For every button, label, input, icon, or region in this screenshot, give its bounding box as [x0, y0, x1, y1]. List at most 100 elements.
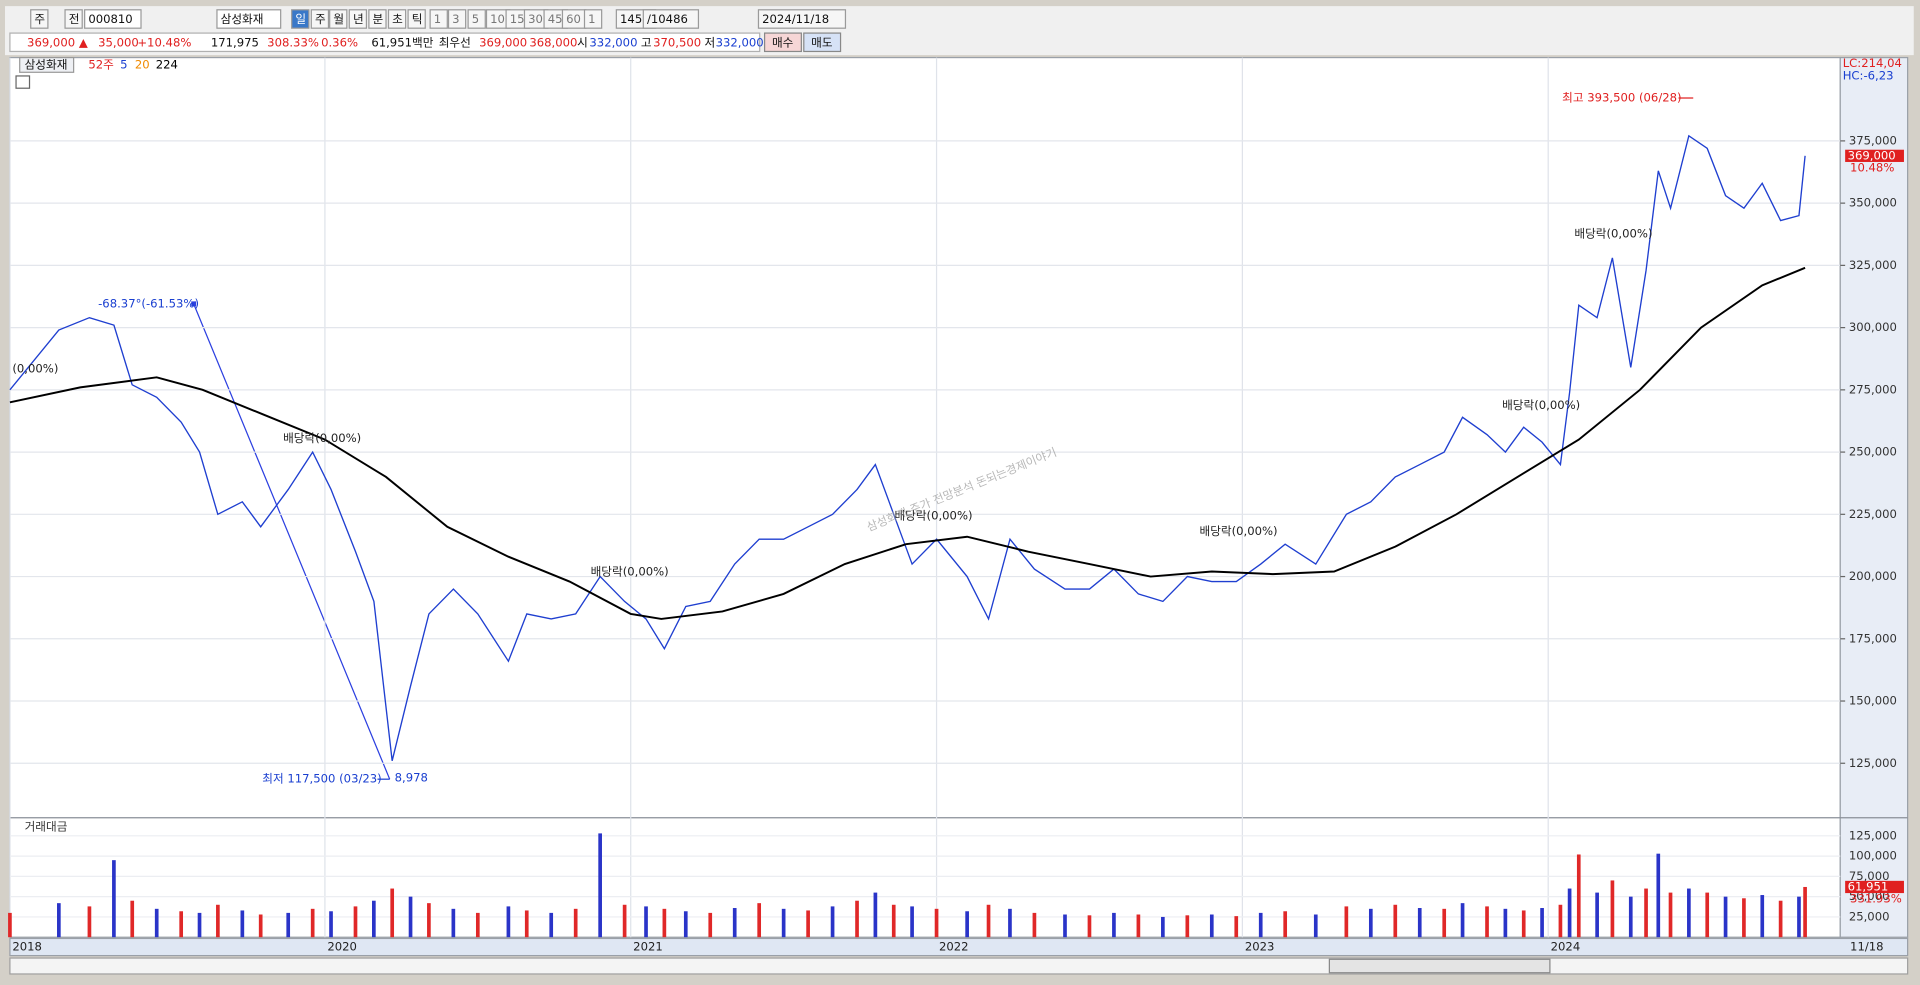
- order-button[interactable]: [763, 32, 802, 53]
- y-tick-label: 100,000: [1849, 849, 1897, 863]
- volume-bar: [154, 908, 159, 938]
- info-text: 고: [641, 35, 652, 49]
- toolbar-text[interactable]: 틱: [412, 12, 423, 26]
- toolbar-button[interactable]: [583, 9, 603, 29]
- y-tick-label: 325,000: [1849, 258, 1897, 272]
- toolbar-button[interactable]: [757, 9, 847, 29]
- toolbar-text[interactable]: 1: [434, 12, 441, 26]
- info-text: 61,951백만: [371, 35, 433, 49]
- volume-bar: [1656, 853, 1661, 938]
- volume-bar: [1008, 908, 1012, 938]
- toolbar-button[interactable]: [329, 9, 348, 29]
- volume-bar: [8, 912, 12, 938]
- toolbar-text[interactable]: 5: [472, 12, 479, 26]
- toolbar-text[interactable]: 분: [373, 12, 384, 26]
- toolbar-text[interactable]: 일: [295, 12, 306, 26]
- order-button-text[interactable]: 매도: [811, 35, 833, 49]
- info-text: 369,000 ▲: [27, 35, 88, 49]
- volume-bar: [1503, 908, 1508, 938]
- volume-bar: [662, 908, 667, 938]
- info-text: 332,000: [589, 35, 637, 49]
- volume-bar: [1136, 914, 1141, 938]
- volume-bar: [451, 908, 456, 938]
- toolbar-text[interactable]: 년: [353, 12, 364, 26]
- volume-bar: [57, 903, 61, 938]
- side-label: LC:214,04: [1843, 56, 1902, 70]
- volume-bar: [1087, 915, 1092, 938]
- toolbar-text[interactable]: 30: [528, 12, 543, 26]
- toolbar-text[interactable]: 45: [548, 12, 563, 26]
- toolbar-text[interactable]: 10: [490, 12, 505, 26]
- change-label: 10.48%: [1850, 161, 1894, 175]
- toolbar-button[interactable]: [387, 9, 407, 29]
- annotation: 배당락(0,00%): [1574, 226, 1652, 240]
- y-tick-label: 25,000: [1849, 909, 1890, 923]
- toolbar-text[interactable]: /10486: [647, 12, 688, 26]
- scroll-thumb[interactable]: [1328, 958, 1551, 974]
- volume-bar: [1313, 914, 1318, 938]
- toolbar-button[interactable]: [467, 9, 486, 29]
- volume-bar: [806, 910, 810, 938]
- info-text: 최우선: [439, 35, 471, 49]
- volume-bar: [1032, 912, 1037, 938]
- annotation: 최저 117,500 (03/23): [262, 772, 381, 786]
- volume-bar: [1417, 908, 1422, 938]
- toolbar-text[interactable]: 1457: [620, 12, 650, 26]
- trend-line: [193, 303, 391, 780]
- toolbar-button[interactable]: [291, 9, 310, 29]
- toolbar-button[interactable]: [30, 9, 49, 29]
- toolbar-text[interactable]: 초: [392, 12, 403, 26]
- volume-bar: [830, 906, 835, 938]
- toolbar-text[interactable]: 15: [510, 12, 525, 26]
- info-text: 저: [705, 35, 716, 49]
- toolbar-button[interactable]: [429, 9, 448, 29]
- toolbar-button[interactable]: [216, 9, 282, 29]
- order-button[interactable]: [803, 32, 842, 53]
- toolbar-button[interactable]: [64, 9, 83, 29]
- toolbar-text[interactable]: 전: [69, 12, 80, 26]
- volume-bar: [427, 903, 431, 938]
- toolbar-text[interactable]: 월: [333, 12, 344, 26]
- info-text: 시: [577, 35, 588, 49]
- volume-bar: [506, 906, 511, 938]
- toolbar-text[interactable]: 주: [315, 12, 326, 26]
- annotation: (0,00%): [12, 361, 58, 375]
- volume-bar: [216, 904, 220, 938]
- scrollbar[interactable]: [9, 957, 1909, 975]
- toolbar-button[interactable]: [407, 9, 426, 29]
- legend-entry: 52주: [88, 57, 114, 71]
- volume-bar: [781, 908, 786, 938]
- toolbar-button[interactable]: [348, 9, 368, 29]
- order-button-text[interactable]: 매수: [772, 35, 794, 49]
- toolbar-text[interactable]: 2024/11/18: [762, 12, 829, 26]
- toolbar-text[interactable]: 삼성화재: [221, 12, 264, 26]
- volume-bar: [1803, 886, 1807, 938]
- toolbar-button[interactable]: [447, 9, 467, 29]
- toolbar-text[interactable]: 1: [588, 12, 595, 26]
- x-axis-bg: [9, 937, 1909, 957]
- toolbar-text[interactable]: 3: [452, 12, 459, 26]
- x-tick-label: 2024: [1551, 940, 1581, 954]
- volume-bar: [910, 906, 914, 938]
- volume-bar: [197, 912, 202, 938]
- toolbar-button[interactable]: [368, 9, 387, 29]
- volume-bar: [524, 910, 529, 938]
- volume-bar: [112, 860, 116, 938]
- toolbar-text[interactable]: 주: [34, 12, 45, 26]
- grid-icon[interactable]: [15, 75, 31, 89]
- toolbar-text[interactable]: 60: [566, 12, 581, 26]
- toolbar-button[interactable]: [310, 9, 330, 29]
- annotation: 배당락(0,00%): [894, 508, 972, 522]
- volume-bar: [1112, 912, 1116, 938]
- y-tick-label: 300,000: [1849, 320, 1897, 334]
- volume-bar: [1668, 892, 1673, 938]
- volume-bar: [1644, 888, 1648, 938]
- volume-bar: [965, 911, 969, 938]
- toolbar-button[interactable]: [642, 9, 700, 29]
- volume-bar: [683, 911, 688, 938]
- volume-bar: [353, 906, 358, 938]
- toolbar-text[interactable]: 000810: [88, 12, 132, 26]
- toolbar-button[interactable]: [84, 9, 142, 29]
